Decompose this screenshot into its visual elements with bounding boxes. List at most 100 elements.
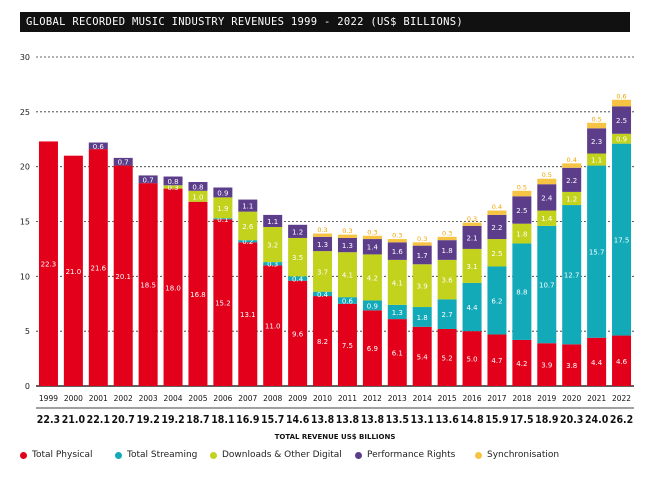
data-label: 0.9 xyxy=(616,136,627,144)
bar-segment xyxy=(612,335,632,386)
bar-segment xyxy=(562,344,582,386)
data-label: 12.7 xyxy=(564,272,580,280)
x-tick-label: 2017 xyxy=(487,394,506,403)
bar-segment xyxy=(587,165,607,338)
data-label: 1.4 xyxy=(541,215,553,223)
bar-segment xyxy=(437,328,457,386)
data-label: 2.5 xyxy=(516,207,527,215)
bar-segment xyxy=(113,157,133,166)
bar-segment xyxy=(437,236,457,241)
data-label: 0.5 xyxy=(591,115,601,123)
bar-segment xyxy=(362,300,382,311)
x-tick-label: 2015 xyxy=(438,394,457,403)
bar-segment xyxy=(487,214,507,240)
bar-segment xyxy=(437,240,457,260)
bar-segment xyxy=(362,310,382,386)
data-label: 3.9 xyxy=(541,362,552,370)
bar-segment xyxy=(437,299,457,329)
data-label: 0.5 xyxy=(542,171,552,179)
data-label: 3.2 xyxy=(267,242,278,250)
data-label: 1.8 xyxy=(417,314,428,322)
data-label: 2.2 xyxy=(491,224,502,232)
data-label: 3.7 xyxy=(317,268,328,276)
legend-swatch xyxy=(475,451,482,459)
bar-segment xyxy=(512,223,532,244)
x-tick-label: 2009 xyxy=(288,394,307,403)
bar-segment xyxy=(188,182,208,191)
total-revenue-value: 26.2 xyxy=(610,414,633,426)
total-revenue-value: 13.8 xyxy=(336,414,359,426)
data-label: 0.8 xyxy=(167,178,178,186)
bar-segment xyxy=(412,264,432,308)
x-tick-label: 2011 xyxy=(338,394,357,403)
data-label: 1.4 xyxy=(367,244,379,252)
data-label: 1.3 xyxy=(392,309,403,317)
data-label: 16.8 xyxy=(190,291,206,299)
data-label: 1.2 xyxy=(292,228,303,236)
x-tick-label: 2002 xyxy=(114,394,133,403)
bar-segment xyxy=(412,326,432,386)
data-label: 4.4 xyxy=(591,359,603,367)
bar-segment xyxy=(288,280,308,386)
y-tick-label: 15 xyxy=(20,218,30,227)
bar-segment xyxy=(612,143,632,336)
legend-item: Performance Rights xyxy=(355,450,455,460)
total-revenue-value: 22.3 xyxy=(37,414,60,426)
bar-segment xyxy=(263,226,283,263)
data-label: 7.5 xyxy=(342,342,353,350)
data-label: 0.3 xyxy=(442,229,452,237)
data-label: 5.4 xyxy=(417,353,429,361)
bar-segment xyxy=(437,259,457,300)
data-label: 21.6 xyxy=(90,265,106,273)
data-label: 0.7 xyxy=(118,159,129,167)
legend-swatch xyxy=(210,451,217,459)
bar-segment xyxy=(512,339,532,386)
total-revenue-value: 14.6 xyxy=(286,414,310,426)
data-label: 6.9 xyxy=(367,345,378,353)
bar-segment xyxy=(213,187,233,198)
bar-segment xyxy=(387,239,407,243)
total-revenue-value: 13.8 xyxy=(311,414,334,426)
bar-segment xyxy=(313,291,333,297)
data-label: 1.1 xyxy=(267,218,278,226)
total-revenue-value: 20.3 xyxy=(560,414,583,426)
total-revenue-value: 15.9 xyxy=(485,414,508,426)
bar-segment xyxy=(562,191,582,206)
bar-segment xyxy=(213,219,233,386)
data-label: 0.2 xyxy=(242,238,253,246)
total-revenue-value: 22.1 xyxy=(87,414,110,426)
data-label: 1.9 xyxy=(217,205,228,213)
legend-item: Total Streaming xyxy=(115,450,197,460)
y-tick-label: 0 xyxy=(25,382,30,391)
data-label: 2.4 xyxy=(541,194,553,202)
data-label: 10.7 xyxy=(539,282,555,290)
bar-segment xyxy=(462,248,482,283)
data-label: 0.6 xyxy=(93,143,105,151)
data-label: 2.7 xyxy=(442,311,453,319)
data-label: 5.2 xyxy=(442,354,453,362)
bar-segment xyxy=(163,185,183,189)
data-label: 1.3 xyxy=(317,241,328,249)
bar-segment xyxy=(562,163,582,168)
total-revenue-value: 21.0 xyxy=(62,414,86,426)
x-tick-label: 2021 xyxy=(587,394,606,403)
bar-segment xyxy=(387,304,407,320)
total-revenue-value: 13.5 xyxy=(386,414,409,426)
data-label: 0.3 xyxy=(342,227,352,235)
bar-segment xyxy=(288,276,308,281)
data-label: 0.3 xyxy=(467,215,477,223)
legend-swatch xyxy=(115,451,122,459)
x-tick-label: 2006 xyxy=(213,394,232,403)
data-label: 0.6 xyxy=(616,92,626,100)
data-label: 0.9 xyxy=(367,302,378,310)
data-label: 3.9 xyxy=(417,283,428,291)
data-label: 0.3 xyxy=(317,226,327,234)
data-label: 1.8 xyxy=(516,231,527,239)
bar-segment xyxy=(587,122,607,129)
bar-segment xyxy=(238,240,258,243)
data-label: 4.2 xyxy=(516,360,527,368)
bar-segment xyxy=(512,243,532,340)
data-label: 3.5 xyxy=(292,254,303,262)
bar-segment xyxy=(512,196,532,224)
data-label: 1.3 xyxy=(342,242,353,250)
